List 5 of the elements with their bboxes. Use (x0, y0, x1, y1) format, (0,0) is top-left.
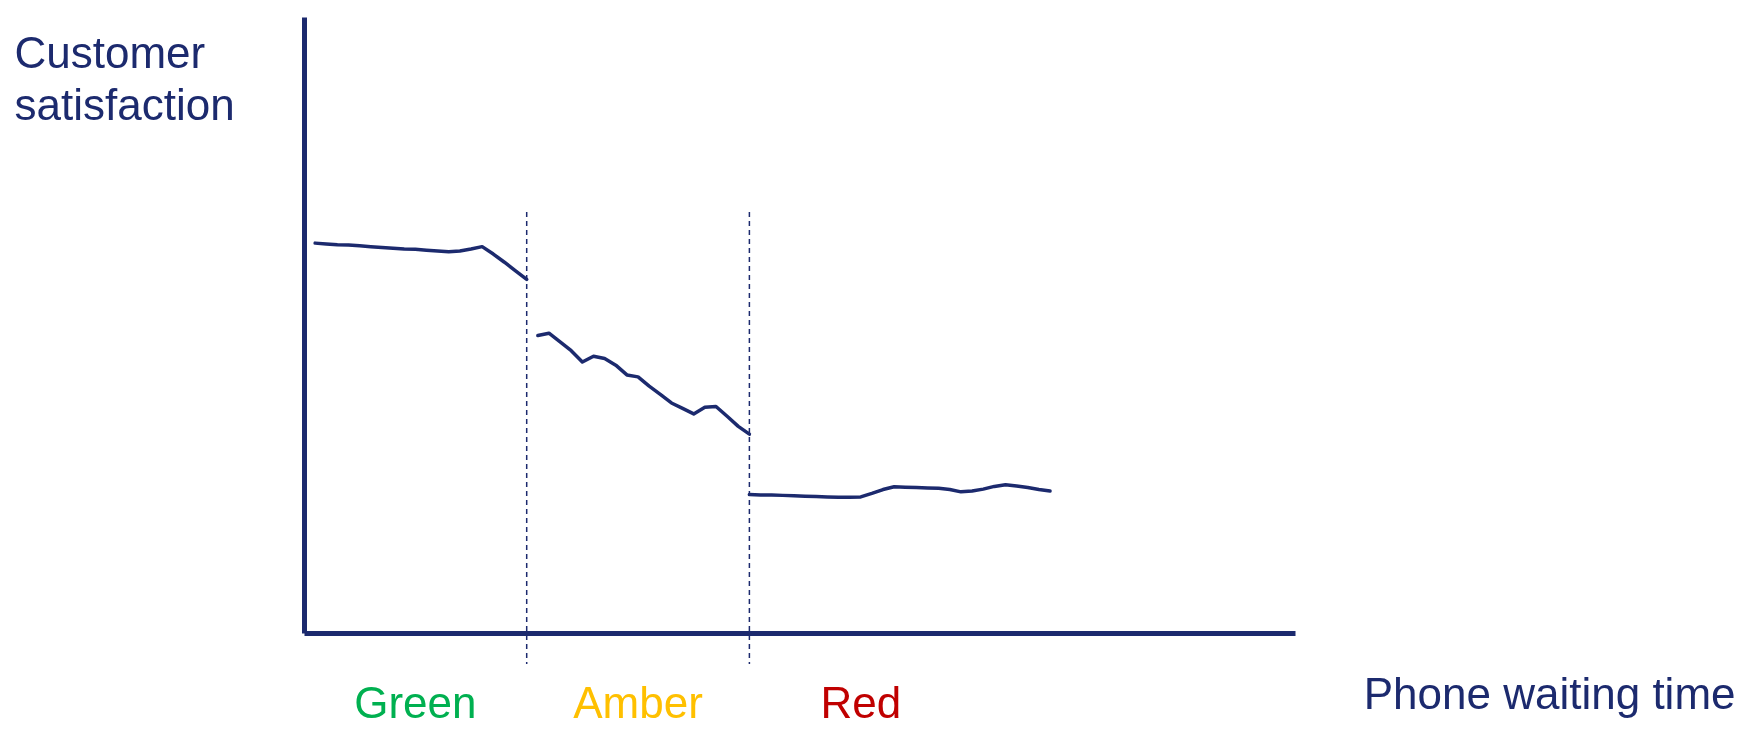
x-axis-title: Phone waiting time (1363, 668, 1736, 718)
text: Green (354, 678, 477, 727)
text: Amber (573, 678, 703, 727)
y-axis-title: Customer satisfaction (14, 27, 235, 129)
text: Red (820, 678, 902, 727)
